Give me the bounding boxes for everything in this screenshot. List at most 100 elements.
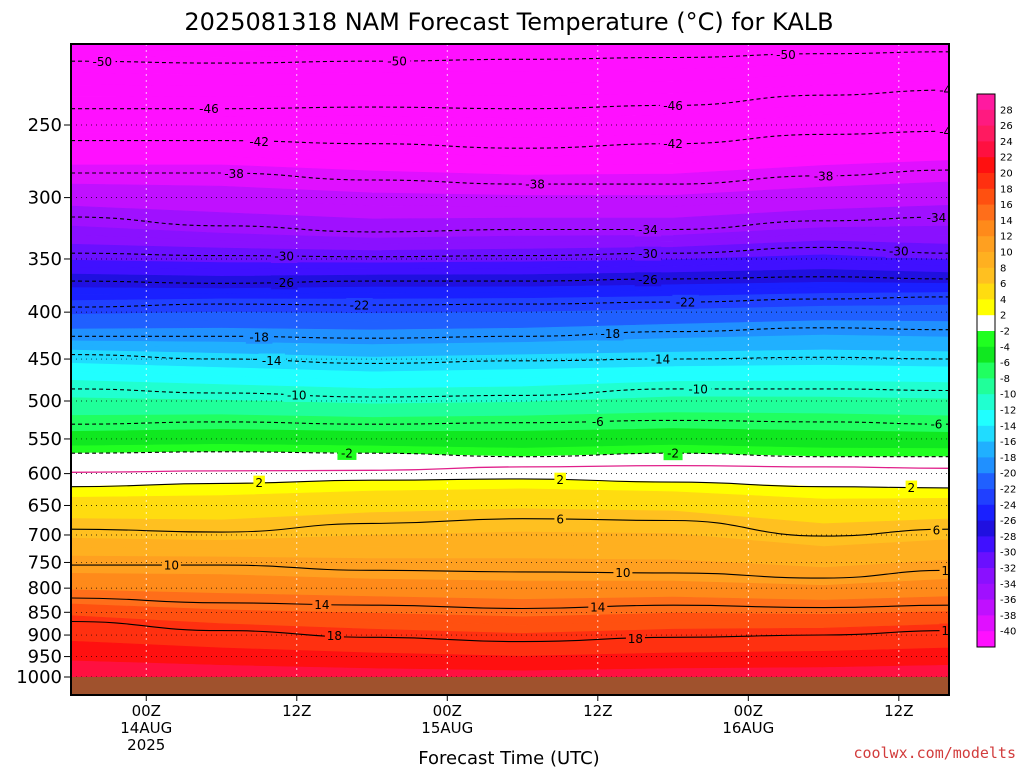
colorbar-swatch — [977, 188, 995, 206]
contour-line — [71, 296, 949, 308]
x-axis-label: Forecast Time (UTC) — [418, 748, 599, 768]
contour-label: -22 — [350, 299, 370, 313]
contour-label-bg — [634, 246, 662, 261]
contour-label: -2 — [667, 447, 679, 461]
colorbar-swatch — [977, 457, 995, 474]
contour-label: 18 — [628, 632, 643, 646]
contour-label: -22 — [676, 295, 696, 309]
contour-line — [71, 478, 949, 489]
colorbar-label: -14 — [1000, 421, 1016, 432]
colorbar-swatch — [977, 425, 995, 443]
contour-label-bg — [948, 352, 949, 367]
contour-label-bg — [952, 598, 971, 612]
contour-label: -26 — [274, 276, 294, 290]
x-tick-label: 00Z — [734, 702, 763, 720]
colorbar-label: -6 — [1000, 358, 1010, 369]
contour-label: 2 — [255, 476, 263, 490]
colorbar-label: 16 — [1000, 200, 1013, 211]
contour-line — [71, 276, 949, 284]
colorbar: 28 26 24 22 20 18 16 14 12 10 8 6 4 2 -2 -4 -6 -8 -10 -12 -1… — [976, 93, 1016, 648]
contour-line — [71, 419, 949, 425]
colorbar-swatch — [977, 441, 995, 458]
contour-line — [71, 464, 949, 473]
contour-label-bg — [521, 177, 549, 192]
colorbar-swatch — [977, 109, 995, 127]
x-tick-label: 15AUG — [421, 719, 473, 737]
colorbar-swatch — [977, 362, 995, 379]
colorbar-label: -30 — [1000, 548, 1016, 559]
contour-label-bg — [283, 387, 311, 402]
contour-line — [71, 354, 949, 364]
contour-label-bg — [588, 414, 608, 429]
colorbar-swatch — [977, 220, 995, 237]
colorbar-swatch — [977, 378, 995, 395]
colorbar-swatch — [977, 504, 995, 522]
contour-label: 18 — [941, 624, 956, 638]
colorbar-swatch — [977, 394, 995, 411]
contour-label-bg — [220, 166, 248, 181]
colorbar-label: -2 — [1000, 327, 1010, 338]
colorbar-label: -34 — [1000, 579, 1016, 590]
colorbar-swatch — [977, 346, 995, 364]
contour-label-bg — [684, 381, 712, 396]
credit-text: coolwx.com/modelts — [853, 744, 1016, 762]
contour-label-bg — [324, 628, 344, 643]
contour-label-bg — [253, 475, 265, 490]
colorbar-label: 2 — [1000, 311, 1006, 322]
contour-label-bg — [935, 124, 949, 139]
colorbar-label: 26 — [1000, 121, 1013, 132]
y-tick-label: 650 — [28, 495, 62, 516]
contour-label: -34 — [927, 211, 947, 225]
contour-label: 10 — [164, 559, 179, 573]
contour-label-bg — [939, 563, 949, 578]
y-tick-label: 900 — [28, 625, 62, 646]
colorbar-label: 14 — [1000, 216, 1013, 227]
contour-label: 14 — [954, 599, 969, 613]
y-tick-label: 450 — [28, 349, 62, 370]
contour-label-bg — [905, 480, 918, 495]
colorbar-label: -38 — [1000, 611, 1016, 622]
contour-label-bg — [161, 558, 181, 573]
colorbar-label: -22 — [1000, 485, 1016, 496]
colorbar-swatch — [977, 236, 995, 253]
contour-label: 10 — [615, 566, 630, 580]
colorbar-swatch — [977, 173, 995, 190]
colorbar-swatch — [977, 583, 995, 601]
contour-label: -38 — [224, 167, 244, 181]
colorbar-swatch — [977, 157, 995, 174]
contour-label: -50 — [776, 48, 796, 62]
contour-label-bg — [625, 631, 645, 646]
contour-label: -38 — [525, 178, 545, 192]
temperature-field — [71, 44, 949, 695]
contour-label: -46 — [199, 102, 219, 116]
colorbar-label: 20 — [1000, 169, 1013, 180]
contour-label: 10 — [941, 564, 956, 578]
contour-label: -42 — [663, 137, 683, 151]
contour-line — [71, 388, 949, 398]
contour-label: -30 — [638, 247, 658, 261]
colorbar-swatch — [977, 615, 995, 632]
contour-label-bg — [554, 472, 566, 487]
colorbar-label: -8 — [1000, 374, 1010, 385]
contour-line — [71, 597, 949, 610]
contour-line — [71, 51, 949, 64]
contour-label: 2 — [908, 481, 916, 495]
colorbar-swatch — [977, 568, 995, 585]
grid-lines — [71, 44, 949, 695]
colorbar-label: -10 — [1000, 390, 1016, 401]
contour-label: -6 — [930, 417, 942, 431]
contour-label: -42 — [249, 135, 269, 149]
colorbar-label: 4 — [1000, 295, 1006, 306]
contour-label-bg — [597, 326, 624, 341]
y-tick-label: 300 — [28, 188, 62, 209]
contour-label: -50 — [93, 55, 113, 69]
contour-line — [71, 451, 949, 458]
contour-line — [71, 620, 949, 643]
x-axis: 00Z14AUG202512Z00Z15AUG12Z00Z16AUG12Z00Z… — [120, 695, 1024, 754]
contour-label-bg — [312, 597, 332, 612]
contour-label-bg — [270, 249, 298, 264]
contour-label: -14 — [952, 353, 972, 367]
contour-label-bg — [647, 352, 674, 367]
y-tick-label: 400 — [28, 302, 62, 323]
colorbar-swatch — [977, 552, 995, 569]
